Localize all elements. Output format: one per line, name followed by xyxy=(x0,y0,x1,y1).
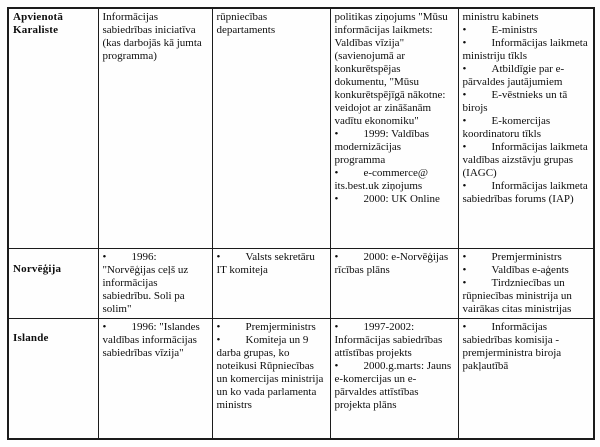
item-text: 1996: "Islandes valdības informācijas sa… xyxy=(102,320,200,359)
bullet-icon: • xyxy=(216,250,221,263)
table-cell: Informācijas sabiedrības iniciatīva (kas… xyxy=(97,7,213,249)
bullet-item: • 1996: "Islandes valdības informācijas s… xyxy=(103,321,208,360)
item-text: Premjerministrs xyxy=(491,250,562,263)
bullet-item: • e-commerce@ its.best.uk ziņojums xyxy=(335,167,454,193)
item-text: Informācijas laikmeta sabiedrības forums… xyxy=(462,180,588,205)
bullet-icon: • xyxy=(334,250,339,263)
bullet-icon: • xyxy=(334,193,339,205)
bullet-icon: • xyxy=(334,359,339,372)
table-cell: • 1996: "Islandes valdības informācijas s… xyxy=(97,317,213,440)
bullet-item: • Informācijas laikmeta valdības aizstāvj… xyxy=(463,141,590,180)
item-text: 2000.g.marts: Jauns e-komercijas un e-pā… xyxy=(334,359,452,411)
item-text: E-komercijas koordinatoru tīkls xyxy=(462,115,551,140)
item-text: politikas ziņojums "Mūsu informācijas la… xyxy=(334,11,448,127)
table-body: Apvienotā Karaliste Informācijas sabiedrī… xyxy=(7,7,595,440)
bullet-icon: • xyxy=(216,333,221,346)
item-text: 1996: "Norvēģijas ceļš uz informācijas s… xyxy=(102,250,189,315)
bullet-icon: • xyxy=(102,250,107,263)
bullet-item: • 1997-2002: Informācijas sabiedrības att… xyxy=(335,321,454,360)
item-text: Valsts sekretāru IT komiteja xyxy=(216,250,315,276)
item-text: Informācijas sabiedrības iniciatīva (kas… xyxy=(102,11,202,62)
table-cell: • Premjerministrs • Komiteja un 9 darba gru… xyxy=(211,317,331,440)
bullet-item: • 1999: Valdības modernizācijas programma xyxy=(335,128,454,167)
bullet-item: • E-vēstnieks un tā birojs xyxy=(463,89,590,115)
bullet-item: • Valsts sekretāru IT komiteja xyxy=(217,251,326,277)
item-text: ministru kabinets xyxy=(462,11,539,23)
table-row: Apvienotā Karaliste Informācijas sabiedrī… xyxy=(7,7,595,249)
bullet-item: • 1996: "Norvēģijas ceļš uz informācijas … xyxy=(103,251,208,316)
paragraph-item: rūpniecības departaments xyxy=(217,11,326,37)
bullet-item: • Valdības e-aģents xyxy=(463,264,590,277)
bullet-icon: • xyxy=(102,320,107,333)
bullet-icon: • xyxy=(462,320,467,333)
paragraph-item: ministru kabinets xyxy=(463,11,590,24)
item-text: 1997-2002: Informācijas sabiedrības attī… xyxy=(334,320,443,359)
item-text: Informācijas sabiedrības komisija - prem… xyxy=(462,320,562,372)
item-text: 2000: e-Norvēģijas rīcības plāns xyxy=(334,250,449,276)
item-text: Valdības e-aģents xyxy=(491,263,569,276)
item-text: Informācijas laikmeta ministriju tīkls xyxy=(462,37,588,62)
bullet-icon: • xyxy=(334,320,339,333)
table-cell: • Premjerministrs • Valdības e-aģents • Tirdz… xyxy=(457,247,595,319)
table-cell: • Valsts sekretāru IT komiteja xyxy=(211,247,331,319)
bullet-icon: • xyxy=(462,263,467,276)
bullet-icon: • xyxy=(462,250,467,263)
item-text: Premjerministrs xyxy=(245,320,316,333)
paragraph-item: Informācijas sabiedrības iniciatīva (kas… xyxy=(103,11,208,63)
country-egovernment-table: Apvienotā Karaliste Informācijas sabiedrī… xyxy=(7,7,595,440)
bullet-item: • Tirdzniecības un rūpniecības ministrija… xyxy=(463,277,590,316)
bullet-item: • Informācijas laikmeta sabiedrības forum… xyxy=(463,180,590,206)
item-text: Atbildīgie par e-pārvaldes jautājumiem xyxy=(462,63,565,88)
table-cell: • 1996: "Norvēģijas ceļš uz informācijas … xyxy=(97,247,213,319)
table-cell: politikas ziņojums "Mūsu informācijas la… xyxy=(329,7,459,249)
table-row: Norvēģija • 1996: "Norvēģijas ceļš uz info… xyxy=(7,247,595,319)
bullet-icon: • xyxy=(462,63,467,75)
item-text: rūpniecības departaments xyxy=(216,11,276,36)
table-row: Islande • 1996: "Islandes valdības informā… xyxy=(7,317,595,440)
bullet-item: • Premjerministrs xyxy=(217,321,326,334)
table-cell: • Informācijas sabiedrības komisija - pre… xyxy=(457,317,595,440)
country-cell: Islande xyxy=(7,317,99,440)
bullet-icon: • xyxy=(462,89,467,101)
table-cell: ministru kabinets • E-ministrs • Informācija… xyxy=(457,7,595,249)
bullet-icon: • xyxy=(462,276,467,289)
bullet-item: • 2000: e-Norvēģijas rīcības plāns xyxy=(335,251,454,277)
bullet-icon: • xyxy=(216,320,221,333)
item-text: Komiteja un 9 darba grupas, ko noteikusi… xyxy=(216,333,324,411)
bullet-item: • E-ministrs xyxy=(463,24,590,37)
bullet-item: • Informācijas sabiedrības komisija - pre… xyxy=(463,321,590,373)
bullet-item: • Informācijas laikmeta ministriju tīkls xyxy=(463,37,590,63)
bullet-icon: • xyxy=(462,37,467,49)
bullet-icon: • xyxy=(462,115,467,127)
item-text: 1999: Valdības modernizācijas programma xyxy=(334,128,430,166)
bullet-item: • E-komercijas koordinatoru tīkls xyxy=(463,115,590,141)
bullet-icon: • xyxy=(334,167,339,179)
bullet-item: • Atbildīgie par e-pārvaldes jautājumiem xyxy=(463,63,590,89)
item-text: e-commerce@ its.best.uk ziņojums xyxy=(334,167,428,192)
table-cell: rūpniecības departaments xyxy=(211,7,331,249)
bullet-icon: • xyxy=(334,128,339,140)
item-text: Tirdzniecības un rūpniecības ministrija … xyxy=(462,276,572,315)
paragraph-item: politikas ziņojums "Mūsu informācijas la… xyxy=(335,11,454,128)
item-text: 2000: UK Online xyxy=(363,193,440,205)
bullet-icon: • xyxy=(462,180,467,192)
item-text: E-ministrs xyxy=(491,24,538,36)
bullet-item: • 2000.g.marts: Jauns e-komercijas un e-p… xyxy=(335,360,454,412)
bullet-item: • 2000: UK Online xyxy=(335,193,454,206)
item-text: E-vēstnieks un tā birojs xyxy=(462,89,568,114)
bullet-icon: • xyxy=(462,24,467,36)
item-text: Informācijas laikmeta valdības aizstāvju… xyxy=(462,141,588,179)
bullet-icon: • xyxy=(462,141,467,153)
country-cell: Norvēģija xyxy=(7,247,99,319)
table-cell: • 2000: e-Norvēģijas rīcības plāns xyxy=(329,247,459,319)
table-cell: • 1997-2002: Informācijas sabiedrības att… xyxy=(329,317,459,440)
country-cell: Apvienotā Karaliste xyxy=(7,7,99,249)
bullet-item: • Komiteja un 9 darba grupas, ko noteikus… xyxy=(217,334,326,412)
bullet-item: • Premjerministrs xyxy=(463,251,590,264)
